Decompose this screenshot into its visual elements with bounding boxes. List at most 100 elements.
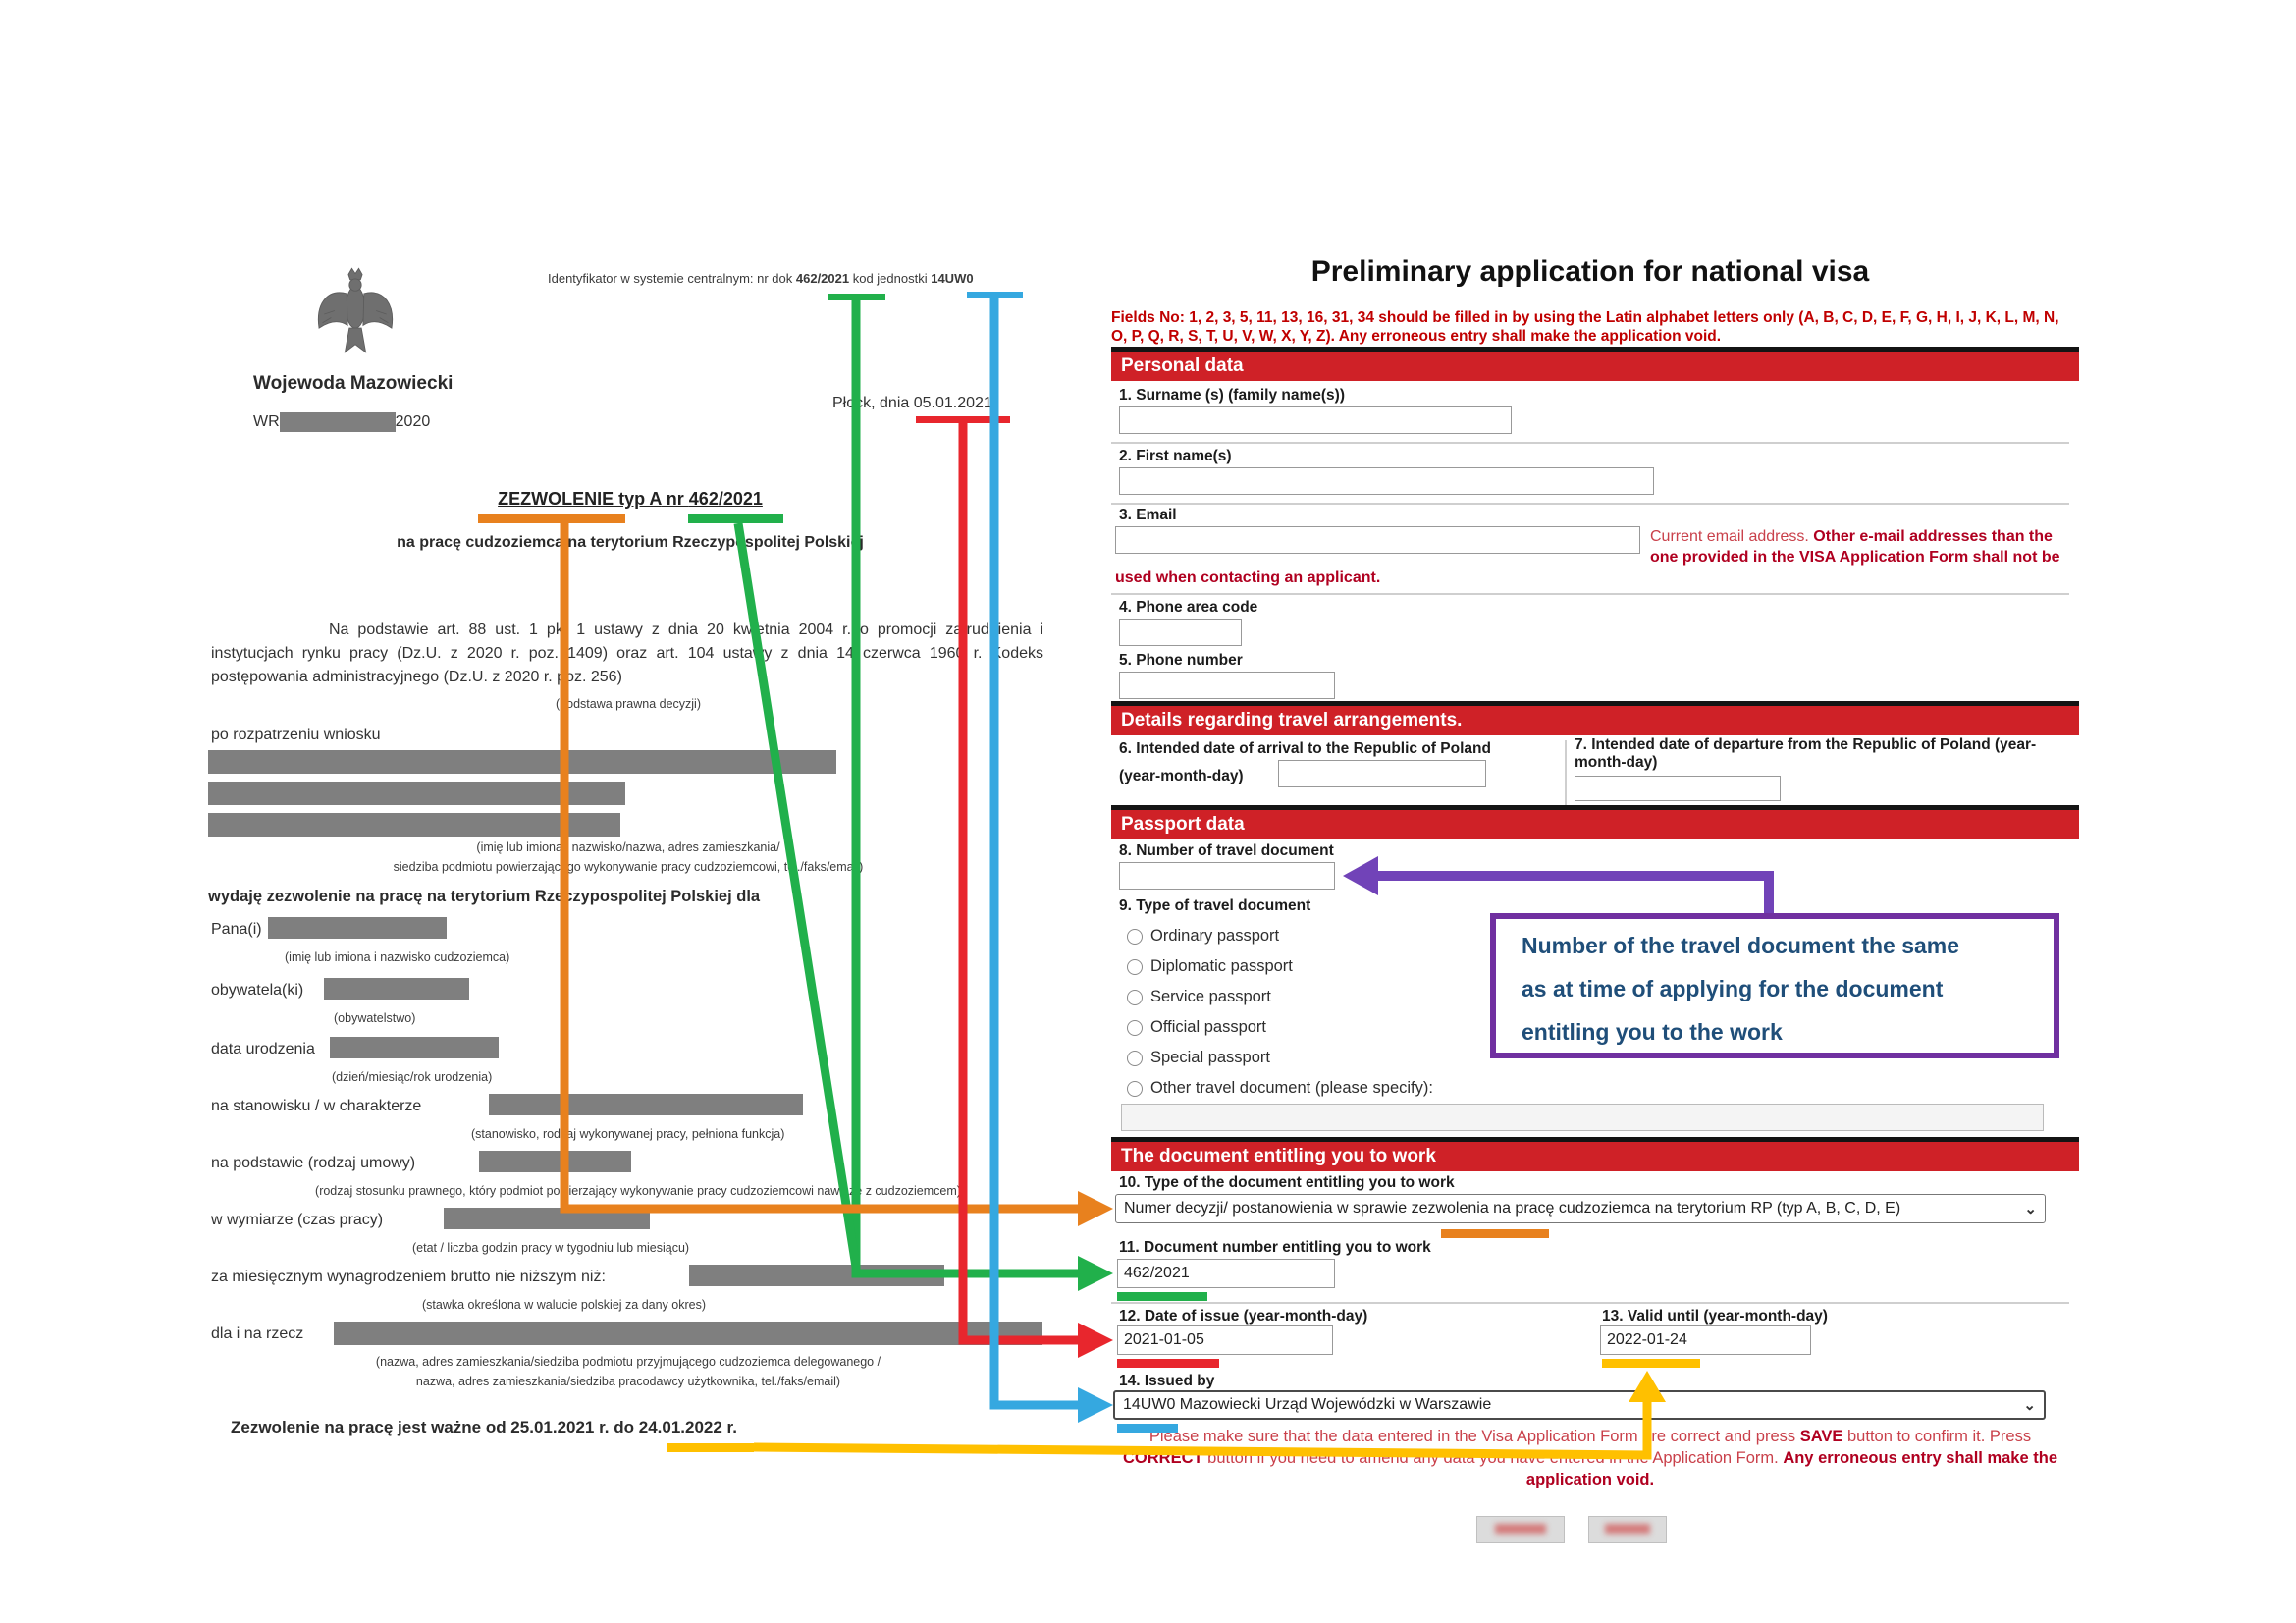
section-banner-work-document: The document entitling you to work <box>1111 1137 2079 1171</box>
doc-row-label: Pana(i) <box>211 921 262 938</box>
doc-validity-prefix: Zezwolenie na pracę jest ważne od 25.01.… <box>231 1418 639 1436</box>
red-underline-field-12 <box>1117 1359 1219 1368</box>
green-underline-title-number <box>688 514 783 523</box>
doc-validity-line: Zezwolenie na pracę jest ważne od 25.01.… <box>231 1418 737 1437</box>
doc-id-middle: kod jednostki <box>849 271 932 286</box>
arrival-date-label: 6. Intended date of arrival to the Repub… <box>1119 740 1491 757</box>
phone-area-code-input[interactable] <box>1119 619 1242 646</box>
purple-arrowhead <box>1343 856 1378 895</box>
first-name-label: 2. First name(s) <box>1119 448 1232 464</box>
travel-doc-type-label: 9. Type of travel document <box>1119 897 1311 914</box>
email-note-bold: Other e-mail addresses than the one prov… <box>1115 528 2060 586</box>
doc-row-label: na podstawie (rodzaj umowy) <box>211 1155 416 1171</box>
valid-until-input[interactable] <box>1600 1325 1811 1355</box>
red-arrow-line <box>958 423 1080 1345</box>
doc-title: ZEZWOLENIE typ A nr 462/2021 <box>336 489 925 510</box>
yellow-underline-field-13 <box>1602 1359 1700 1368</box>
redacted-value <box>324 978 469 1000</box>
issued-by-label: 14. Issued by <box>1119 1373 1215 1389</box>
red-arrowhead <box>1078 1323 1113 1358</box>
blurred-correct-button[interactable] <box>1588 1516 1667 1543</box>
orange-arrowhead <box>1078 1191 1113 1226</box>
form-page-title: Preliminary application for national vis… <box>1310 255 1870 288</box>
redacted-value <box>444 1208 650 1229</box>
radio-label-diplomatic-passport[interactable]: Diplomatic passport <box>1150 957 1293 975</box>
work-doc-number-input[interactable] <box>1117 1259 1335 1288</box>
doc-row-caption: (imię lub imiona i nazwisko cudzoziemca) <box>285 950 510 964</box>
work-doc-type-dropdown[interactable]: Numer decyzji/ postanowienia w sprawie z… <box>1115 1194 2046 1223</box>
issue-date-label: 12. Date of issue (year-month-day) <box>1119 1308 1368 1325</box>
doc-validity-end-date: 24.01.2022 <box>638 1418 722 1436</box>
chevron-down-icon: ⌄ <box>2024 1201 2037 1217</box>
form-instructions: Fields No: 1, 2, 3, 5, 11, 13, 16, 31, 3… <box>1111 309 2059 345</box>
radio-other-travel-document[interactable] <box>1127 1081 1143 1097</box>
blurred-save-button[interactable] <box>1476 1516 1565 1543</box>
doc-authority: Wojewoda Mazowiecki <box>253 373 454 394</box>
footer-correct-word: CORRECT <box>1122 1449 1203 1467</box>
doc-row-label: w wymiarze (czas pracy) <box>211 1212 384 1228</box>
callout-line: as at time of applying for the document <box>1522 976 1944 1001</box>
doc-row-label: data urodzenia <box>211 1041 315 1057</box>
email-label: 3. Email <box>1119 507 1177 523</box>
arrival-date-label-2: (year-month-day) <box>1119 768 1244 784</box>
doc-row-label: dla i na rzecz <box>211 1325 304 1342</box>
doc-case-number: WR 2020 <box>253 412 430 432</box>
issued-by-dropdown[interactable]: 14UW0 Mazowiecki Urząd Wojewódzki w Wars… <box>1113 1390 2046 1420</box>
radio-official-passport[interactable] <box>1127 1020 1143 1036</box>
radio-special-passport[interactable] <box>1127 1051 1143 1066</box>
doc-id-number: 462/2021 <box>795 271 850 286</box>
arrival-date-input[interactable] <box>1278 760 1486 787</box>
surname-input[interactable] <box>1119 406 1512 434</box>
work-doc-type-value: Numer decyzji/ postanowienia w sprawie z… <box>1124 1200 1901 1217</box>
phone-number-input[interactable] <box>1119 672 1335 699</box>
doc-ref-prefix: WR <box>253 413 280 431</box>
radio-label-special-passport[interactable]: Special passport <box>1150 1049 1270 1066</box>
doc-legal-caption: (podstawa prawna decyzji) <box>556 697 701 711</box>
callout-line: Number of the travel document the same <box>1522 933 1960 958</box>
orange-underline-title <box>478 514 625 523</box>
yellow-underline-doc-date <box>667 1443 754 1452</box>
doc-central-system-id-line: Identyfikator w systemie centralnym: nr … <box>548 271 1058 286</box>
radio-label-service-passport[interactable]: Service passport <box>1150 988 1271 1005</box>
doc-row-caption-2: nazwa, adres zamieszkania/siedziba praco… <box>415 1375 841 1388</box>
radio-label-official-passport[interactable]: Official passport <box>1150 1018 1266 1036</box>
doc-row-label: za miesięcznym wynagrodzeniem brutto nie… <box>211 1269 606 1285</box>
doc-row-caption: (obywatelstwo) <box>334 1011 416 1025</box>
doc-subtitle: na pracę cudzoziemca na terytorium Rzecz… <box>397 534 864 551</box>
doc-title-number: 462/2021 <box>688 489 763 509</box>
doc-id-prefix: Identyfikator w systemie centralnym: nr … <box>548 271 796 286</box>
issue-date-input[interactable] <box>1117 1325 1333 1355</box>
radio-service-passport[interactable] <box>1127 990 1143 1005</box>
doc-title-main: ZEZWOLENIE typ A <box>498 489 662 509</box>
other-travel-document-input[interactable] <box>1121 1104 2044 1131</box>
radio-ordinary-passport[interactable] <box>1127 929 1143 945</box>
blue-underline-top-id <box>967 292 1023 298</box>
radio-diplomatic-passport[interactable] <box>1127 959 1143 975</box>
doc-ref-year: 2020 <box>395 413 431 431</box>
doc-row-caption: (stawka określona w walucie polskiej za … <box>422 1298 707 1312</box>
phone-area-code-label: 4. Phone area code <box>1119 599 1258 616</box>
email-input[interactable] <box>1115 526 1640 554</box>
doc-validity-suffix: r. <box>721 1418 737 1436</box>
purple-arrow-line <box>1376 871 1774 913</box>
departure-date-input[interactable] <box>1575 776 1781 801</box>
redacted-value <box>268 917 447 939</box>
issued-by-value: 14UW0 Mazowiecki Urząd Wojewódzki w Wars… <box>1123 1396 1492 1413</box>
redacted-value <box>489 1094 803 1115</box>
radio-label-ordinary-passport[interactable]: Ordinary passport <box>1150 927 1280 945</box>
doc-row-label: na stanowisku / w charakterze <box>211 1098 422 1114</box>
doc-row-caption: (dzień/miesiąc/rok urodzenia) <box>332 1070 493 1084</box>
doc-grant-line: wydaję zezwolenie na pracę na terytorium… <box>208 888 761 905</box>
travel-doc-number-input[interactable] <box>1119 862 1335 890</box>
polish-eagle-emblem <box>317 267 394 353</box>
doc-row-caption: (etat / liczba godzin pracy w tygodniu l… <box>412 1241 690 1255</box>
departure-date-label: 7. Intended date of departure from the R… <box>1575 736 2037 771</box>
radio-label-other-travel-document[interactable]: Other travel document (please specify): <box>1150 1079 1433 1097</box>
footer-seg2: button to confirm it. Press <box>1842 1428 2032 1445</box>
doc-row-caption: (stanowisko, rodzaj wykonywanej pracy, p… <box>471 1127 785 1141</box>
green-arrow-line <box>851 300 1080 1278</box>
surname-label: 1. Surname (s) (family name(s)) <box>1119 387 1345 404</box>
doc-after-request: po rozpatrzeniu wniosku <box>211 727 381 743</box>
first-name-input[interactable] <box>1119 467 1654 495</box>
footer-seg3: button if you need to amend any data you… <box>1202 1449 1784 1467</box>
